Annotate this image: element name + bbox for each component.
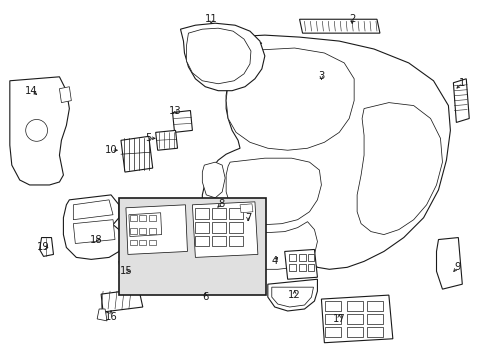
Text: 5: 5	[145, 133, 152, 143]
Polygon shape	[436, 238, 461, 289]
Polygon shape	[229, 222, 243, 233]
Polygon shape	[240, 204, 252, 213]
Polygon shape	[101, 289, 142, 312]
Polygon shape	[148, 228, 155, 234]
Polygon shape	[40, 238, 53, 256]
Text: 12: 12	[287, 290, 301, 300]
Polygon shape	[97, 309, 107, 321]
Text: 15: 15	[119, 266, 132, 276]
Text: 2: 2	[348, 14, 355, 24]
Text: 3: 3	[318, 71, 324, 81]
Polygon shape	[190, 35, 449, 269]
Polygon shape	[212, 222, 225, 233]
Text: 11: 11	[204, 14, 217, 24]
Polygon shape	[60, 87, 71, 103]
Polygon shape	[321, 295, 392, 343]
Polygon shape	[325, 327, 341, 337]
Polygon shape	[139, 228, 145, 234]
Polygon shape	[212, 235, 225, 247]
Polygon shape	[139, 239, 145, 246]
FancyBboxPatch shape	[119, 198, 265, 295]
Polygon shape	[314, 69, 376, 114]
Polygon shape	[73, 200, 113, 220]
Polygon shape	[346, 301, 362, 311]
Text: 6: 6	[202, 292, 208, 302]
Polygon shape	[325, 301, 341, 311]
Text: 7: 7	[244, 213, 251, 223]
Polygon shape	[307, 255, 314, 261]
Polygon shape	[366, 301, 382, 311]
Polygon shape	[202, 162, 224, 198]
Polygon shape	[319, 74, 371, 111]
Polygon shape	[307, 264, 314, 271]
Polygon shape	[130, 228, 137, 234]
Polygon shape	[366, 314, 382, 324]
Polygon shape	[63, 195, 122, 260]
Text: 19: 19	[37, 243, 50, 252]
Polygon shape	[172, 111, 192, 132]
Polygon shape	[10, 77, 69, 185]
Polygon shape	[298, 264, 305, 271]
Text: 17: 17	[332, 314, 345, 324]
Polygon shape	[139, 215, 145, 221]
Polygon shape	[346, 314, 362, 324]
Polygon shape	[229, 208, 243, 219]
Polygon shape	[192, 202, 257, 257]
Polygon shape	[155, 130, 177, 150]
Text: 8: 8	[218, 199, 224, 209]
Polygon shape	[288, 255, 295, 261]
Polygon shape	[366, 327, 382, 337]
Polygon shape	[195, 222, 209, 233]
Polygon shape	[186, 28, 250, 84]
Text: 14: 14	[25, 86, 38, 96]
Polygon shape	[119, 257, 152, 275]
Polygon shape	[452, 79, 468, 122]
Polygon shape	[73, 220, 115, 243]
Polygon shape	[212, 208, 225, 219]
Text: 9: 9	[453, 262, 460, 272]
Polygon shape	[225, 48, 353, 150]
Polygon shape	[288, 264, 295, 271]
Text: 1: 1	[458, 78, 465, 88]
Text: 13: 13	[169, 105, 182, 116]
Polygon shape	[130, 239, 137, 246]
Polygon shape	[299, 19, 379, 33]
Polygon shape	[271, 287, 313, 307]
Polygon shape	[267, 279, 317, 311]
Polygon shape	[121, 136, 152, 172]
Text: 18: 18	[90, 234, 102, 244]
Text: 10: 10	[104, 145, 117, 155]
Polygon shape	[298, 255, 305, 261]
Polygon shape	[218, 222, 317, 269]
Polygon shape	[284, 249, 317, 279]
Polygon shape	[356, 103, 442, 235]
Polygon shape	[195, 208, 209, 219]
Polygon shape	[130, 215, 137, 221]
Polygon shape	[325, 314, 341, 324]
Text: 16: 16	[104, 312, 117, 322]
Polygon shape	[129, 213, 162, 237]
Polygon shape	[346, 327, 362, 337]
Polygon shape	[148, 239, 155, 246]
Polygon shape	[195, 235, 209, 247]
Text: 4: 4	[271, 256, 277, 266]
Polygon shape	[126, 205, 187, 255]
Polygon shape	[229, 235, 243, 247]
Polygon shape	[148, 215, 155, 221]
Polygon shape	[180, 23, 264, 91]
Polygon shape	[225, 158, 321, 225]
